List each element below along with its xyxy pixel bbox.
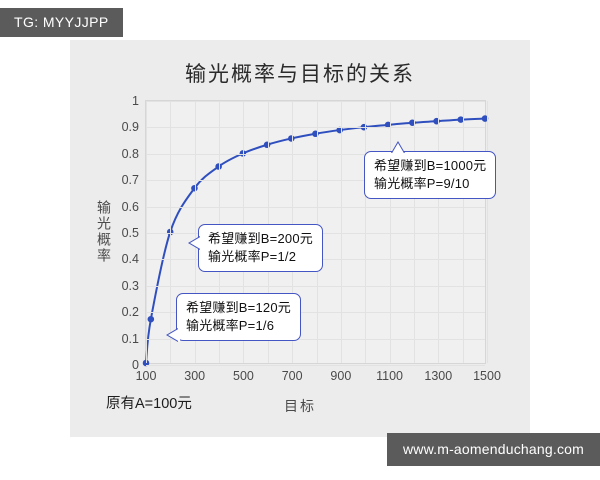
x-axis-tick-label: 300	[184, 369, 206, 383]
y-axis-tick-label: 1	[132, 94, 139, 108]
y-axis-tick-label: 0.2	[121, 305, 139, 320]
series-data-point	[457, 116, 465, 123]
plot-area: 希望赚到B=1000元 输光概率P=9/10 希望赚到B=200元 输光概率P=…	[122, 94, 501, 383]
callout-b-200: 希望赚到B=200元 输光概率P=1/2	[188, 224, 323, 273]
gridline-horizontal	[146, 206, 485, 208]
gridline-horizontal	[146, 312, 485, 314]
series-data-point	[481, 115, 489, 122]
gridline-vertical	[365, 101, 367, 363]
gridline-horizontal	[146, 101, 485, 102]
x-axis-tick-label: 700	[281, 369, 303, 383]
x-axis-title: 目标	[284, 398, 316, 414]
series-data-point	[142, 359, 150, 367]
callout-tail-left-icon	[166, 328, 181, 342]
y-axis-title: 输光概率	[96, 200, 112, 264]
gridline-vertical	[340, 101, 342, 363]
gridline-horizontal	[146, 127, 485, 129]
series-data-point	[433, 117, 440, 125]
series-data-point	[147, 315, 155, 323]
x-axis-tick-label: 500	[232, 369, 254, 383]
gridline-vertical	[438, 101, 440, 363]
y-axis-tick-label: 0.3	[121, 278, 139, 293]
gridline-horizontal	[146, 338, 485, 340]
chart-title: 输光概率与目标的关系	[185, 63, 415, 86]
gridline-horizontal	[146, 153, 485, 155]
gridline-vertical	[462, 101, 464, 363]
tg-watermark-tag: TG: MYYJJPP	[0, 8, 123, 37]
callout-line-2: 输光概率P=9/10	[374, 175, 470, 191]
y-axis-tick-label: 0.6	[121, 199, 139, 214]
callout-b-1000: 希望赚到B=1000元 输光概率P=9/10	[364, 141, 497, 200]
callout-tail-left-icon	[188, 236, 203, 250]
callout-b-120: 希望赚到B=120元 输光概率P=1/6	[166, 293, 301, 342]
series-data-point	[239, 150, 247, 157]
y-axis-tick-label: 0.4	[121, 252, 139, 267]
callout-line-1: 希望赚到B=1000元	[374, 158, 487, 173]
x-axis-tick-label: 1100	[376, 369, 404, 383]
series-data-point	[191, 184, 198, 192]
gridline-vertical	[146, 101, 147, 363]
x-axis-tick-label: 1300	[424, 369, 453, 383]
y-axis-tick-label: 0.9	[121, 120, 139, 135]
gridline-vertical	[389, 101, 391, 363]
gridline-horizontal	[146, 365, 485, 366]
site-watermark-tag: www.m-aomenduchang.com	[386, 433, 600, 466]
callout-tail-up-icon	[391, 141, 405, 156]
y-axis-tick-label: 0.1	[121, 331, 139, 346]
initial-amount-note: 原有A=100元	[106, 396, 192, 412]
gridline-vertical	[487, 101, 488, 363]
callout-line-2: 输光概率P=1/2	[208, 248, 297, 264]
y-axis-tick-label: 0.5	[121, 226, 139, 240]
gridline-vertical	[170, 101, 172, 363]
callout-line-2: 输光概率P=1/6	[186, 317, 275, 333]
callout-line-1: 希望赚到B=120元	[186, 300, 291, 315]
chart-card: 输光概率与目标的关系 输光概率 希望赚到B=1000元 输光概率P=9/10 希…	[70, 40, 530, 437]
gridline-horizontal	[146, 285, 485, 287]
y-axis-tick-label: 0.7	[121, 173, 139, 188]
y-axis-tick-label: 0.8	[121, 146, 139, 161]
gridline-vertical	[413, 101, 415, 363]
callout-line-1: 希望赚到B=200元	[208, 231, 313, 246]
x-axis-tick-label: 900	[330, 369, 352, 383]
gridline-horizontal	[146, 180, 485, 182]
series-line	[145, 117, 486, 364]
series-data-point	[215, 163, 222, 170]
series-data-point	[312, 130, 319, 138]
x-axis-tick-label: 100	[135, 369, 157, 383]
y-axis-tick-label: 0	[132, 358, 139, 372]
gridline-vertical	[194, 101, 196, 363]
x-axis-tick-label: 1500	[473, 369, 501, 383]
